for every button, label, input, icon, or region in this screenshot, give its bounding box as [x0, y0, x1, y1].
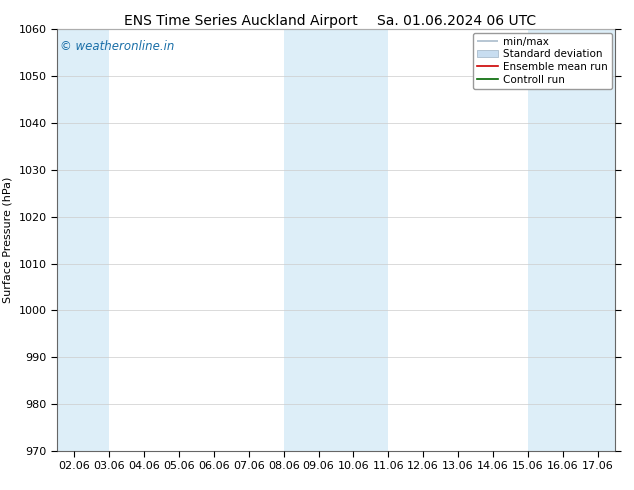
Legend: min/max, Standard deviation, Ensemble mean run, Controll run: min/max, Standard deviation, Ensemble me…	[473, 32, 612, 89]
Bar	[528, 29, 615, 451]
Text: ENS Time Series Auckland Airport: ENS Time Series Auckland Airport	[124, 14, 358, 28]
Bar	[284, 29, 388, 451]
Bar	[57, 29, 110, 451]
Text: Sa. 01.06.2024 06 UTC: Sa. 01.06.2024 06 UTC	[377, 14, 536, 28]
Y-axis label: Surface Pressure (hPa): Surface Pressure (hPa)	[3, 177, 13, 303]
Text: © weatheronline.in: © weatheronline.in	[60, 40, 174, 53]
